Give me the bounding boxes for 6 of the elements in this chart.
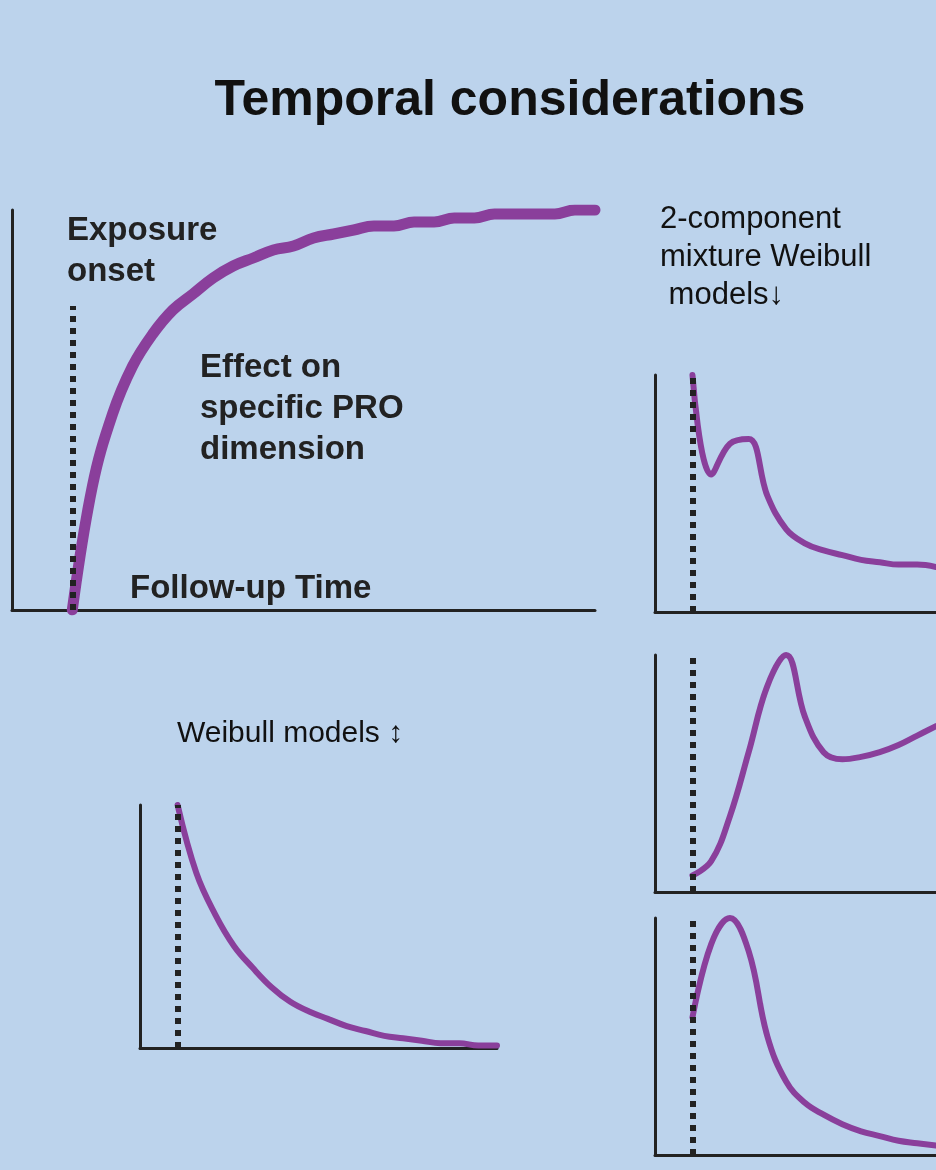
annotation: Effect on specific PRO dimension [200,347,413,466]
annotation: Exposure onset [67,210,227,288]
x-axis-title: Follow-up Time [130,568,372,605]
chart-title: Temporal considerations [214,69,806,126]
chart-title: 2-component mixture Weibull models↓ [660,199,872,311]
chart-title: Weibull models ↕ [177,715,404,748]
